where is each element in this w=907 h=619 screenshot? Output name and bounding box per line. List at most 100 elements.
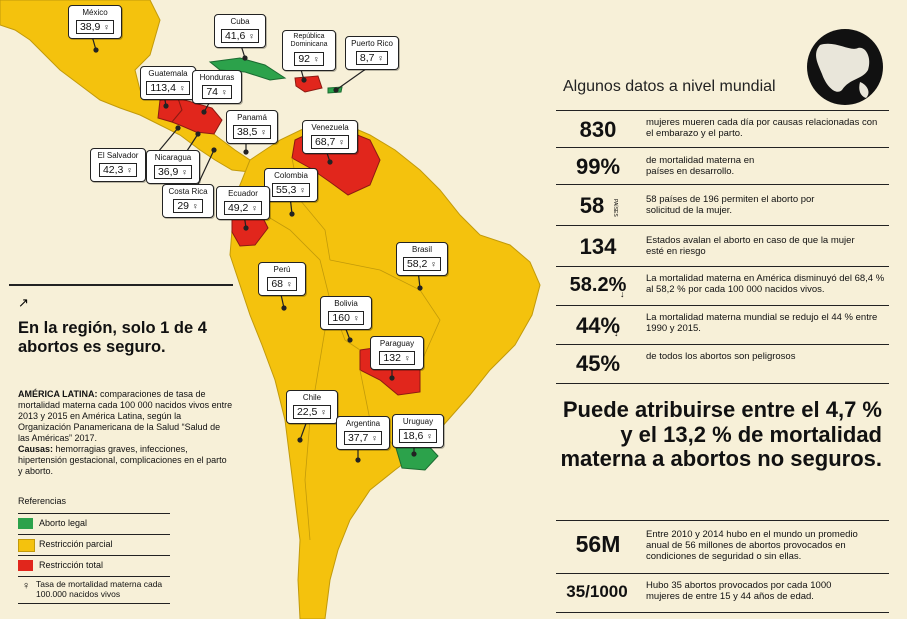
woman-figure-icon: ♀ bbox=[178, 83, 186, 93]
emphasis-statement: Puede atribuirse entre el 4,7 % y el 13,… bbox=[560, 397, 882, 471]
stat-value: 44% bbox=[575, 313, 621, 338]
callout-el-salvador: El Salvador 42,3 ♀ bbox=[90, 148, 146, 182]
woman-figure-icon: ♀ bbox=[403, 353, 411, 363]
stat-unit: PAÍSES bbox=[612, 199, 618, 217]
stat-text: Entre 2010 y 2014 hubo en el mundo un pr… bbox=[646, 529, 858, 562]
stat-text: de mortalidad materna en países en desar… bbox=[646, 155, 755, 177]
stat-text: mujeres mueren cada día por causas relac… bbox=[646, 117, 878, 139]
woman-figure-icon: ♀ bbox=[320, 407, 328, 417]
stat-value: 58.2% bbox=[569, 274, 627, 296]
stat-value: 45% bbox=[575, 351, 621, 376]
stat-row: 134 Estados avalan el aborto en caso de … bbox=[556, 225, 889, 266]
woman-figure-icon: ♀ bbox=[430, 259, 438, 269]
woman-figure-icon: ♀ bbox=[426, 431, 434, 441]
callout-brasil: Brasil 58,2 ♀ bbox=[396, 242, 448, 276]
woman-figure-icon: ♀ bbox=[220, 87, 228, 97]
woman-figure-icon: ♀ bbox=[191, 201, 199, 211]
rate-value: 68 bbox=[271, 278, 283, 290]
rate-value: 132 bbox=[383, 352, 401, 364]
region-top-rule bbox=[9, 284, 233, 286]
world-data-title: Algunos datos a nivel mundial bbox=[563, 78, 776, 95]
woman-figure-icon: ♀ bbox=[371, 433, 379, 443]
callout-chile: Chile 22,5 ♀ bbox=[286, 390, 338, 424]
stat-row: 830 mujeres mueren cada día por causas r… bbox=[556, 110, 889, 147]
rate-value: 42,3 bbox=[102, 164, 124, 176]
stat-text: Estados avalan el aborto en caso de que … bbox=[646, 235, 855, 257]
callout-nicaragua: Nicaragua 36,9 ♀ bbox=[146, 150, 200, 184]
stat-value: 134 bbox=[579, 234, 617, 259]
stat-text: La mortalidad materna mundial se redujo … bbox=[646, 312, 878, 334]
stat-value: 35/1000 bbox=[566, 582, 628, 601]
callout-mexico: México 38,9 ♀ bbox=[68, 5, 122, 39]
callout-paraguay: Paraguay 132 ♀ bbox=[370, 336, 424, 370]
arrow-up-right-icon: ↗ bbox=[18, 295, 29, 310]
land-honduras-salvador-nicaragua bbox=[171, 97, 223, 135]
stat-value: 830 bbox=[579, 117, 617, 142]
region-label: AMÉRICA LATINA: bbox=[18, 389, 98, 399]
stat-row: 35/1000 Hubo 35 abortos provocados por c… bbox=[556, 573, 889, 613]
rate-value: 160 bbox=[332, 312, 350, 324]
region-headline: En la región, solo 1 de 4 abortos es seg… bbox=[18, 319, 207, 356]
region-text: comparaciones de tasa de mortalidad mate… bbox=[18, 389, 233, 443]
rate-value: 74 bbox=[206, 86, 218, 98]
stat-row: 44% ↓ La mortalidad materna mundial se r… bbox=[556, 305, 889, 344]
legend-swatch bbox=[18, 539, 35, 552]
woman-figure-icon: ♀ bbox=[338, 137, 346, 147]
stat-value: 56M bbox=[575, 531, 621, 557]
stat-row: 58 PAÍSES 58 países de 196 permiten el a… bbox=[556, 184, 889, 225]
rate-value: 92 bbox=[298, 53, 310, 65]
callout-panama: Panamá 38,5 ♀ bbox=[226, 110, 278, 144]
stat-text: de todos los abortos son peligrosos bbox=[646, 351, 796, 362]
rate-value: 55,3 bbox=[275, 184, 297, 196]
rate-value: 68,7 bbox=[314, 136, 336, 148]
woman-figure-icon: ♀ bbox=[251, 203, 259, 213]
legend-label: Restricción parcial bbox=[39, 539, 113, 549]
legend-item-total: Restricción total bbox=[18, 555, 170, 576]
callout-bolivia: Bolivia 160 ♀ bbox=[320, 296, 372, 330]
globe-icon bbox=[807, 29, 883, 105]
callout-guatemala: Guatemala 113,4 ♀ bbox=[140, 66, 196, 100]
callout-costa-rica: Costa Rica 29 ♀ bbox=[162, 184, 214, 218]
rate-value: 38,9 bbox=[79, 21, 101, 33]
legend-label: Aborto legal bbox=[39, 518, 88, 528]
rate-value: 37,7 bbox=[347, 432, 369, 444]
legend-item-legal: Aborto legal bbox=[18, 513, 170, 534]
woman-figure-icon: ♀ bbox=[248, 31, 256, 41]
stat-row: 99% de mortalidad materna en países en d… bbox=[556, 147, 889, 184]
stat-row: 45% de todos los abortos son peligrosos bbox=[556, 344, 889, 384]
callout-colombia: Colombia 55,3 ♀ bbox=[264, 168, 318, 202]
callout-honduras: Honduras 74 ♀ bbox=[192, 70, 242, 104]
callout-republica-dominicana: República Dominicana 92 ♀ bbox=[282, 30, 336, 71]
woman-figure-icon: ♀ bbox=[377, 53, 385, 63]
callout-uruguay: Uruguay 18,6 ♀ bbox=[392, 414, 444, 448]
woman-figure-icon: ♀ bbox=[285, 279, 293, 289]
rate-value: 22,5 bbox=[296, 406, 318, 418]
stat-text: La mortalidad materna en América disminu… bbox=[646, 273, 885, 295]
legend-title: Referencias bbox=[18, 496, 67, 506]
legend-item-partial: Restricción parcial bbox=[18, 534, 170, 555]
rate-value: 41,6 bbox=[224, 30, 246, 42]
rate-value: 18,6 bbox=[402, 430, 424, 442]
woman-figure-icon: ♀ bbox=[22, 580, 31, 592]
legend-swatch bbox=[18, 560, 33, 571]
woman-figure-icon: ♀ bbox=[181, 167, 189, 177]
stat-value: 99% bbox=[575, 154, 621, 179]
region-description: AMÉRICA LATINA: comparaciones de tasa de… bbox=[18, 389, 233, 477]
woman-figure-icon: ♀ bbox=[260, 127, 268, 137]
callout-cuba: Cuba 41,6 ♀ bbox=[214, 14, 266, 48]
rate-value: 29 bbox=[177, 200, 189, 212]
rate-value: 113,4 bbox=[150, 82, 176, 94]
causes-text: hemorragias graves, infecciones, hiperte… bbox=[18, 444, 227, 476]
rate-value: 58,2 bbox=[406, 258, 428, 270]
stat-text: Hubo 35 abortos provocados por cada 1000… bbox=[646, 580, 832, 602]
stat-row: 58.2% ↓ La mortalidad materna en América… bbox=[556, 266, 889, 305]
arrow-down-icon: ↓ bbox=[614, 328, 619, 338]
woman-figure-icon: ♀ bbox=[312, 54, 320, 64]
stat-row: 56M Entre 2010 y 2014 hubo en el mundo u… bbox=[556, 520, 889, 573]
rate-value: 49,2 bbox=[227, 202, 249, 214]
legend-label: Tasa de mortalidad materna cada 100.000 … bbox=[36, 579, 163, 599]
callout-puerto-rico: Puerto Rico 8,7 ♀ bbox=[345, 36, 399, 70]
legend-label: Restricción total bbox=[39, 560, 104, 570]
stat-value: 58 bbox=[579, 193, 605, 218]
